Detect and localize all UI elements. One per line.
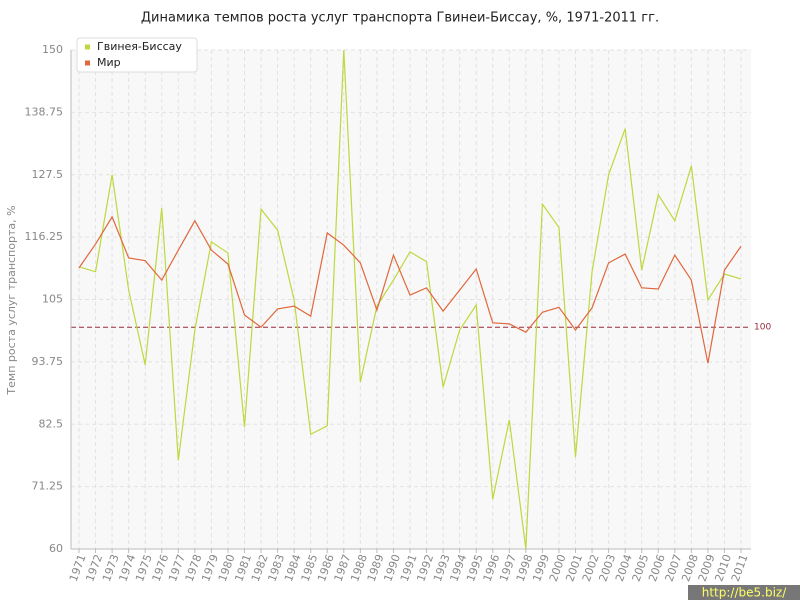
legend-label: Гвинея-Биссау <box>97 40 182 53</box>
watermark: http://be5.biz/ <box>702 586 787 600</box>
y-tick-label: 127.5 <box>32 168 64 181</box>
y-axis-label: Темп роста услуг транспорта, % <box>5 205 18 395</box>
watermark-bg <box>688 585 800 600</box>
y-tick-label: 93.75 <box>32 355 64 368</box>
legend-box <box>76 37 198 73</box>
y-tick-label: 105 <box>42 293 63 306</box>
y-tick-label: 60 <box>49 542 63 555</box>
y-tick-label: 150 <box>42 43 63 56</box>
reference-label: 100 <box>754 323 771 333</box>
chart-title: Динамика темпов роста услуг транспорта Г… <box>141 11 659 26</box>
y-tick-label: 138.75 <box>25 105 64 118</box>
y-tick-label: 116.25 <box>25 230 64 243</box>
series-line <box>78 215 742 364</box>
series-line <box>78 49 742 550</box>
legend-swatch <box>85 60 90 66</box>
y-tick-label: 82.5 <box>39 417 64 430</box>
legend-swatch <box>85 44 90 50</box>
y-tick-label: 71.25 <box>32 480 64 493</box>
legend-label: Мир <box>97 56 121 69</box>
